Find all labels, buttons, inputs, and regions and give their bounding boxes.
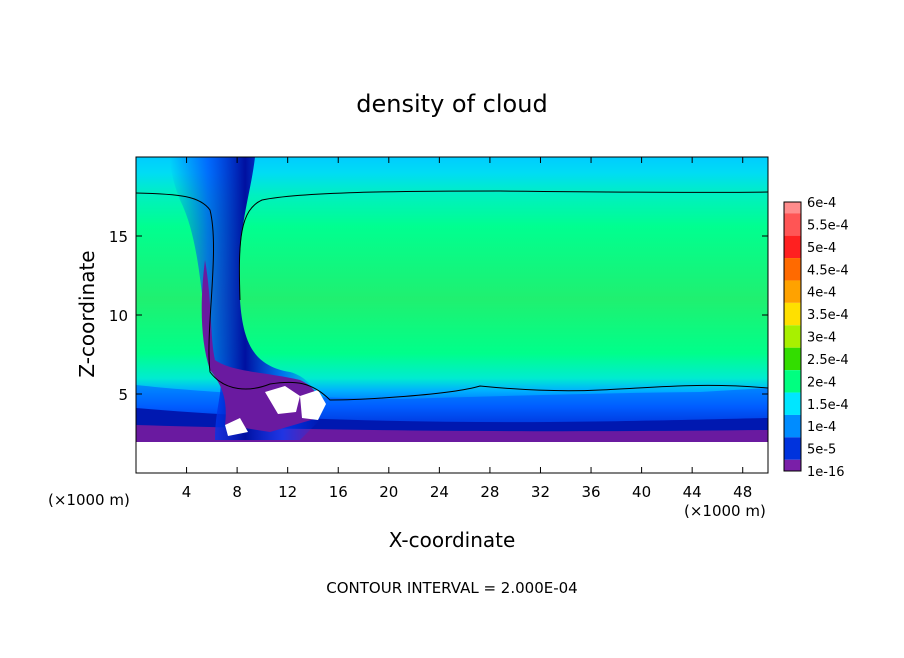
colorbar-label: 2.5e-4 <box>807 353 849 368</box>
colorbar-label: 6e-4 <box>807 196 836 211</box>
colorbar-label: 5e-4 <box>807 241 836 256</box>
colorbar-swatch <box>784 302 801 326</box>
colorbar-label: 4.5e-4 <box>807 263 849 278</box>
colorbar-label: 3e-4 <box>807 331 836 346</box>
colorbar-swatch <box>784 258 801 281</box>
colorbar-swatch <box>784 280 801 303</box>
x-tick-label: 44 <box>683 483 702 501</box>
colorbar-label: 2e-4 <box>807 375 836 390</box>
contour-cloud-top <box>238 190 768 301</box>
contour-interval-note: CONTOUR INTERVAL = 2.000E-04 <box>326 579 577 597</box>
y-tick-label: 10 <box>109 307 128 325</box>
x-unit-left: (×1000 m) <box>48 491 130 509</box>
colorbar-swatch <box>784 414 801 438</box>
x-tick-label: 8 <box>232 483 242 501</box>
colorbar-swatch <box>784 370 801 393</box>
colorbar-swatch <box>784 347 801 371</box>
colorbar-swatch <box>784 325 801 348</box>
x-tick-label: 36 <box>581 483 600 501</box>
colorbar-swatch <box>784 202 801 214</box>
x-tick-label: 24 <box>430 483 449 501</box>
x-tick-label: 4 <box>182 483 192 501</box>
y-axis-label: Z-coordinate <box>75 250 99 377</box>
colorbar-frame <box>783 201 802 472</box>
colorbar-swatch <box>784 459 801 471</box>
plume-holes <box>225 386 326 436</box>
x-axis-label: X-coordinate <box>389 528 516 552</box>
colorbar-label: 1.5e-4 <box>807 398 849 413</box>
x-tick-label: 40 <box>632 483 651 501</box>
x-tick-label: 32 <box>531 483 550 501</box>
x-tick-label: 12 <box>278 483 297 501</box>
colorbar-swatch <box>784 437 801 460</box>
density-field <box>136 157 768 473</box>
colorbar-swatch <box>784 235 801 259</box>
colorbar-swatch <box>784 213 801 236</box>
x-tick-label: 16 <box>329 483 348 501</box>
colorbar-label: 4e-4 <box>807 286 836 301</box>
colorbar-label: 5e-5 <box>807 443 836 458</box>
x-tick-label: 48 <box>733 483 752 501</box>
x-axis-ticks: 4 8 12 16 20 24 28 32 36 40 44 48 <box>182 157 752 501</box>
contour-top <box>136 192 768 401</box>
y-tick-label: 5 <box>118 386 128 404</box>
colorbar-label: 1e-16 <box>807 465 845 480</box>
colorbar: 6e-4 5.5e-4 5e-4 4.5e-4 4e-4 3.5e-4 3e-4 2.5e-4… <box>783 196 849 480</box>
x-tick-label: 28 <box>480 483 499 501</box>
x-tick-label: 20 <box>379 483 398 501</box>
colorbar-swatch <box>784 392 801 415</box>
chart-title: density of cloud <box>356 90 547 118</box>
colorbar-label: 1e-4 <box>807 420 836 435</box>
y-axis-ticks: 5 10 15 <box>109 228 768 404</box>
y-tick-label: 15 <box>109 228 128 246</box>
updraft-plume <box>170 157 321 440</box>
cloud-free-region <box>136 440 768 473</box>
colorbar-label: 5.5e-4 <box>807 218 849 233</box>
colorbar-label: 3.5e-4 <box>807 308 849 323</box>
x-unit-right: (×1000 m) <box>684 502 766 520</box>
